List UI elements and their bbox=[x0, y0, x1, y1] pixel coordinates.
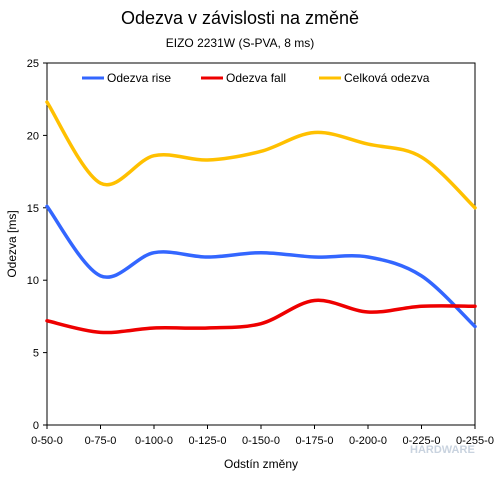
data-point-odezva-rise bbox=[313, 256, 316, 259]
y-axis-label: Odezva [ms] bbox=[5, 210, 19, 277]
y-axis: 0 5 10 15 20 25 bbox=[27, 58, 47, 432]
data-point-celkov-odezva bbox=[420, 156, 423, 159]
series-line-odezva-rise bbox=[45, 204, 477, 329]
x-axis-label: Odstín změny bbox=[224, 457, 298, 471]
x-tick-label: 0-255-0 bbox=[456, 435, 494, 447]
data-point-odezva-fall bbox=[153, 326, 156, 329]
x-tick-label: 0-175-0 bbox=[296, 435, 334, 447]
x-tick-label: 0-125-0 bbox=[189, 435, 227, 447]
data-point-odezva-fall bbox=[420, 305, 423, 308]
data-point-celkov-odezva bbox=[367, 143, 370, 146]
y-tick-label: 10 bbox=[27, 275, 39, 287]
data-point-odezva-rise bbox=[260, 251, 263, 254]
x-tick-label: 0-75-0 bbox=[85, 435, 117, 447]
data-point-celkov-odezva bbox=[46, 101, 49, 104]
x-tick-label: 0-100-0 bbox=[135, 435, 173, 447]
data-point-odezva-fall bbox=[313, 299, 316, 302]
watermark: HARDWARE bbox=[410, 444, 475, 456]
data-point-odezva-rise bbox=[153, 251, 156, 254]
y-tick-label: 20 bbox=[27, 130, 39, 142]
y-tick-label: 15 bbox=[27, 203, 39, 215]
data-point-celkov-odezva bbox=[153, 154, 156, 157]
data-point-odezva-fall bbox=[46, 319, 49, 322]
legend: Odezva rise Odezva fall Celková odezva bbox=[82, 71, 430, 85]
data-point-odezva-fall bbox=[367, 311, 370, 314]
data-point-odezva-rise bbox=[420, 274, 423, 277]
y-tick-label: 5 bbox=[33, 348, 39, 360]
legend-label: Odezva fall bbox=[226, 71, 286, 85]
x-axis: 0-50-0 0-75-0 0-100-0 0-125-0 0-150-0 0-175-0… bbox=[31, 425, 494, 447]
chart-subtitle: EIZO 2231W (S-PVA, 8 ms) bbox=[166, 36, 314, 50]
data-point-odezva-rise bbox=[99, 274, 102, 277]
data-point-odezva-fall bbox=[474, 305, 477, 308]
data-point-celkov-odezva bbox=[206, 159, 209, 162]
series-line-celkov-odezva bbox=[45, 100, 477, 210]
chart-title: Odezva v závislosti na změně bbox=[121, 8, 359, 28]
y-tick-label: 0 bbox=[33, 420, 39, 432]
data-point-odezva-fall bbox=[206, 326, 209, 329]
legend-label: Celková odezva bbox=[344, 71, 430, 85]
data-point-odezva-fall bbox=[260, 322, 263, 325]
data-point-celkov-odezva bbox=[260, 150, 263, 153]
plot-area bbox=[46, 62, 476, 426]
x-tick-label: 0-225-0 bbox=[403, 435, 441, 447]
data-point-odezva-rise bbox=[367, 256, 370, 259]
data-point-celkov-odezva bbox=[99, 182, 102, 185]
data-point-odezva-rise bbox=[474, 325, 477, 328]
data-point-celkov-odezva bbox=[313, 131, 316, 134]
data-point-odezva-rise bbox=[46, 205, 49, 208]
data-point-odezva-rise bbox=[206, 256, 209, 259]
data-point-odezva-fall bbox=[99, 331, 102, 334]
data-point-celkov-odezva bbox=[474, 206, 477, 209]
legend-label: Odezva rise bbox=[107, 71, 171, 85]
y-tick-label: 25 bbox=[27, 58, 39, 70]
x-tick-label: 0-200-0 bbox=[349, 435, 387, 447]
x-tick-label: 0-150-0 bbox=[242, 435, 280, 447]
series-lines bbox=[45, 100, 477, 335]
x-tick-label: 0-50-0 bbox=[31, 435, 63, 447]
series-line-odezva-fall bbox=[45, 298, 477, 335]
